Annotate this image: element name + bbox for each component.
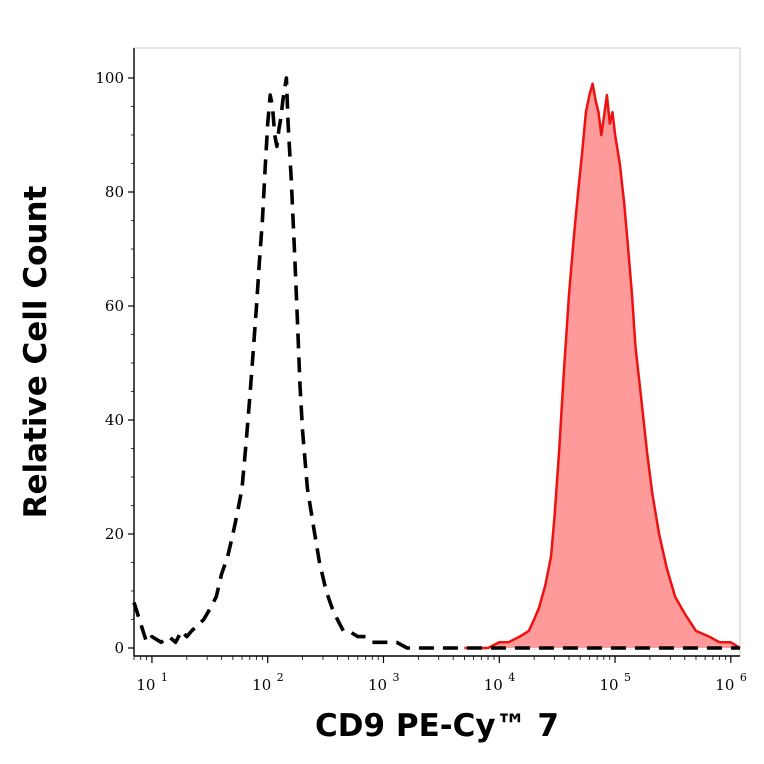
y-axis-ticks: 0 20 40 60 80 100 [95,69,134,657]
x-tick-exponent: 5 [624,671,631,684]
y-tick-label: 20 [105,525,124,543]
control-series-line [132,76,740,650]
x-tick-label: 10 [368,676,387,694]
y-tick-label: 80 [105,183,124,201]
x-tick-label: 10 [484,676,503,694]
x-tick-label: 10 [715,676,734,694]
y-axis-title: Relative Cell Count [18,185,54,518]
stained-series [464,82,741,650]
y-tick-label: 0 [114,639,124,657]
x-tick-label: 10 [136,676,155,694]
stained-area-fill [464,83,740,648]
x-axis-ticks: 10 1 10 2 10 3 10 4 10 5 10 6 [133,656,747,694]
y-tick-label: 40 [105,411,124,429]
y-tick-label: 60 [105,297,124,315]
x-tick-exponent: 2 [277,671,284,684]
y-tick-label: 100 [95,69,124,87]
stained-series-line [464,82,741,650]
x-tick-exponent: 3 [392,671,399,684]
control-series [132,76,740,650]
x-tick-label: 10 [600,676,619,694]
x-tick-label: 10 [252,676,271,694]
x-tick-exponent: 1 [161,671,168,684]
x-axis-title: CD9 PE-Cy™ 7 [315,708,559,744]
x-tick-exponent: 6 [740,671,747,684]
x-tick-exponent: 4 [508,671,515,684]
